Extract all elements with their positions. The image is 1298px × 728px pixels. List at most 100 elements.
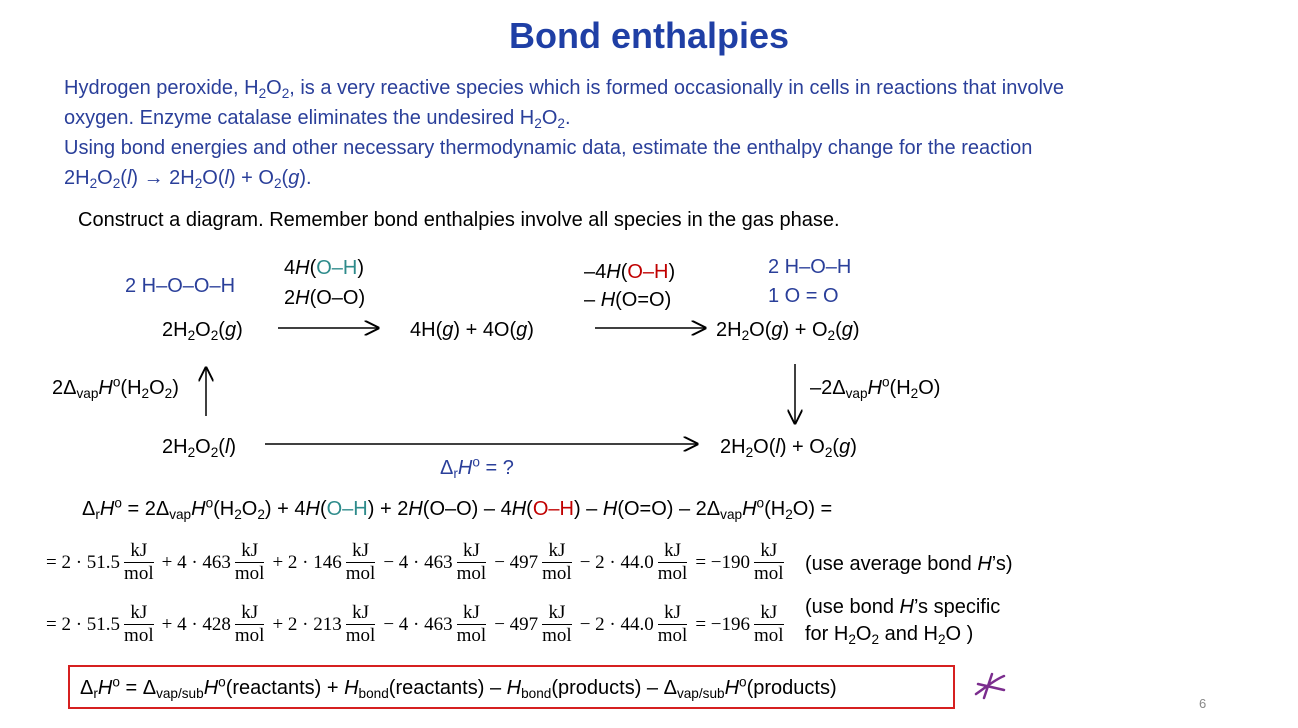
text: (H: [889, 377, 911, 399]
text: (: [319, 498, 327, 520]
text: ) + 4O(: [453, 319, 517, 341]
text: o: [112, 674, 120, 690]
text: 2: [89, 176, 98, 192]
text: 2Δ: [52, 377, 77, 399]
text: g: [839, 436, 851, 458]
text: (: [218, 436, 225, 458]
text: (: [835, 319, 842, 341]
text: 2 H–O–O–H: [125, 275, 236, 297]
text-line: 2H2O(g) + O2(g): [716, 318, 860, 342]
text: − 2 · 44.0: [579, 551, 654, 573]
text: = 2Δ: [121, 498, 170, 520]
text-line: 2H2O2(l) → 2H2O(l) + O2(g).: [64, 166, 312, 190]
text: kJ: [352, 602, 369, 623]
text: mol: [234, 563, 265, 584]
text: O–H: [326, 498, 368, 520]
text: = ?: [479, 457, 514, 479]
text: 2: [164, 386, 173, 402]
text: ): [668, 261, 676, 283]
text: mol: [542, 625, 572, 646]
text-line: 2H2O2(l): [162, 435, 236, 459]
text: 2H: [64, 167, 90, 189]
text: mol: [345, 625, 376, 646]
text: ): [850, 436, 857, 458]
text: Δ: [440, 457, 454, 479]
text: kJ: [130, 540, 148, 561]
text: 2H: [162, 319, 188, 341]
text: H: [742, 498, 757, 520]
text: kJ: [548, 602, 566, 623]
text: g: [224, 319, 237, 341]
unit-fraction: kJ mol: [345, 540, 376, 585]
text: (: [120, 167, 127, 189]
text: + 4 · 428: [161, 613, 231, 635]
text: 2: [871, 632, 880, 648]
text: (O–O) – 4: [422, 498, 512, 520]
text: 2H: [162, 436, 188, 458]
text: mol: [657, 625, 688, 646]
text: = 2 · 51.5: [46, 551, 121, 573]
text: H: [99, 498, 115, 520]
text: mol: [124, 625, 154, 646]
unit-fraction: kJ mol: [657, 602, 688, 647]
text: ) → 2H: [131, 167, 195, 189]
fraction-bar: [345, 562, 376, 563]
text: O(: [753, 436, 776, 458]
text: O–H: [316, 257, 358, 279]
text: Using bond energies and other necessary …: [64, 137, 1033, 159]
unit-fraction: kJ mol: [234, 540, 265, 585]
text: Δ: [80, 677, 94, 699]
text: − 2 · 44.0: [579, 613, 654, 635]
text-line: = 2 · 51.5 kJ mol + 4 · 463 kJ mol + 2 · 146 kJ…: [44, 540, 790, 585]
text: O–H: [532, 498, 574, 520]
text: 2: [824, 445, 833, 461]
text: 2: [234, 507, 242, 523]
text: o: [114, 495, 122, 511]
text: 2H: [720, 436, 746, 458]
text: kJ: [664, 540, 681, 561]
text: mol: [456, 625, 487, 646]
text: o: [218, 674, 226, 690]
text: (O–O): [309, 287, 366, 309]
text-line: 2H(O–O): [284, 286, 365, 310]
text: (reactants) –: [388, 677, 507, 699]
fraction-bar: [456, 562, 487, 563]
text: 2: [534, 116, 542, 132]
text-line: 2H2O2(g): [162, 318, 243, 342]
unit-fraction: kJ mol: [456, 602, 487, 647]
text: H: [506, 677, 522, 699]
text: kJ: [352, 540, 369, 561]
text: + 2 · 146: [272, 551, 342, 573]
text: 2: [281, 86, 290, 102]
text: kJ: [462, 540, 480, 561]
fraction-bar: [754, 624, 784, 625]
text: O: [241, 498, 258, 520]
text: for H: [805, 623, 849, 645]
unit-fraction: kJ mol: [456, 540, 487, 585]
text-line: (use average bond H’s): [805, 552, 1013, 576]
text: 2: [112, 176, 121, 192]
text: mol: [542, 563, 572, 584]
text: 2: [937, 632, 946, 648]
text: 2: [848, 632, 856, 648]
text: mol: [124, 563, 154, 584]
fraction-bar: [124, 624, 154, 625]
summary-box: [68, 665, 955, 709]
text: r: [95, 507, 100, 523]
text-line: = 2 · 51.5 kJ mol + 4 · 428 kJ mol + 2 · 213 kJ…: [44, 602, 790, 647]
text: kJ: [664, 602, 681, 623]
text: mol: [754, 625, 784, 646]
unit-fraction: kJ mol: [754, 540, 784, 585]
text: 2: [745, 445, 754, 461]
text: O: [149, 377, 165, 399]
text: + 4 · 463: [161, 551, 231, 573]
text: 2: [785, 507, 793, 523]
unit-fraction: kJ mol: [542, 540, 572, 585]
text: vap: [720, 507, 743, 523]
text: H: [305, 498, 320, 520]
text-line: –2ΔvapHo(H2O): [810, 375, 940, 400]
text: kJ: [462, 602, 480, 623]
fraction-bar: [754, 562, 784, 563]
text: (: [309, 257, 317, 279]
unit-fraction: kJ mol: [542, 602, 572, 647]
